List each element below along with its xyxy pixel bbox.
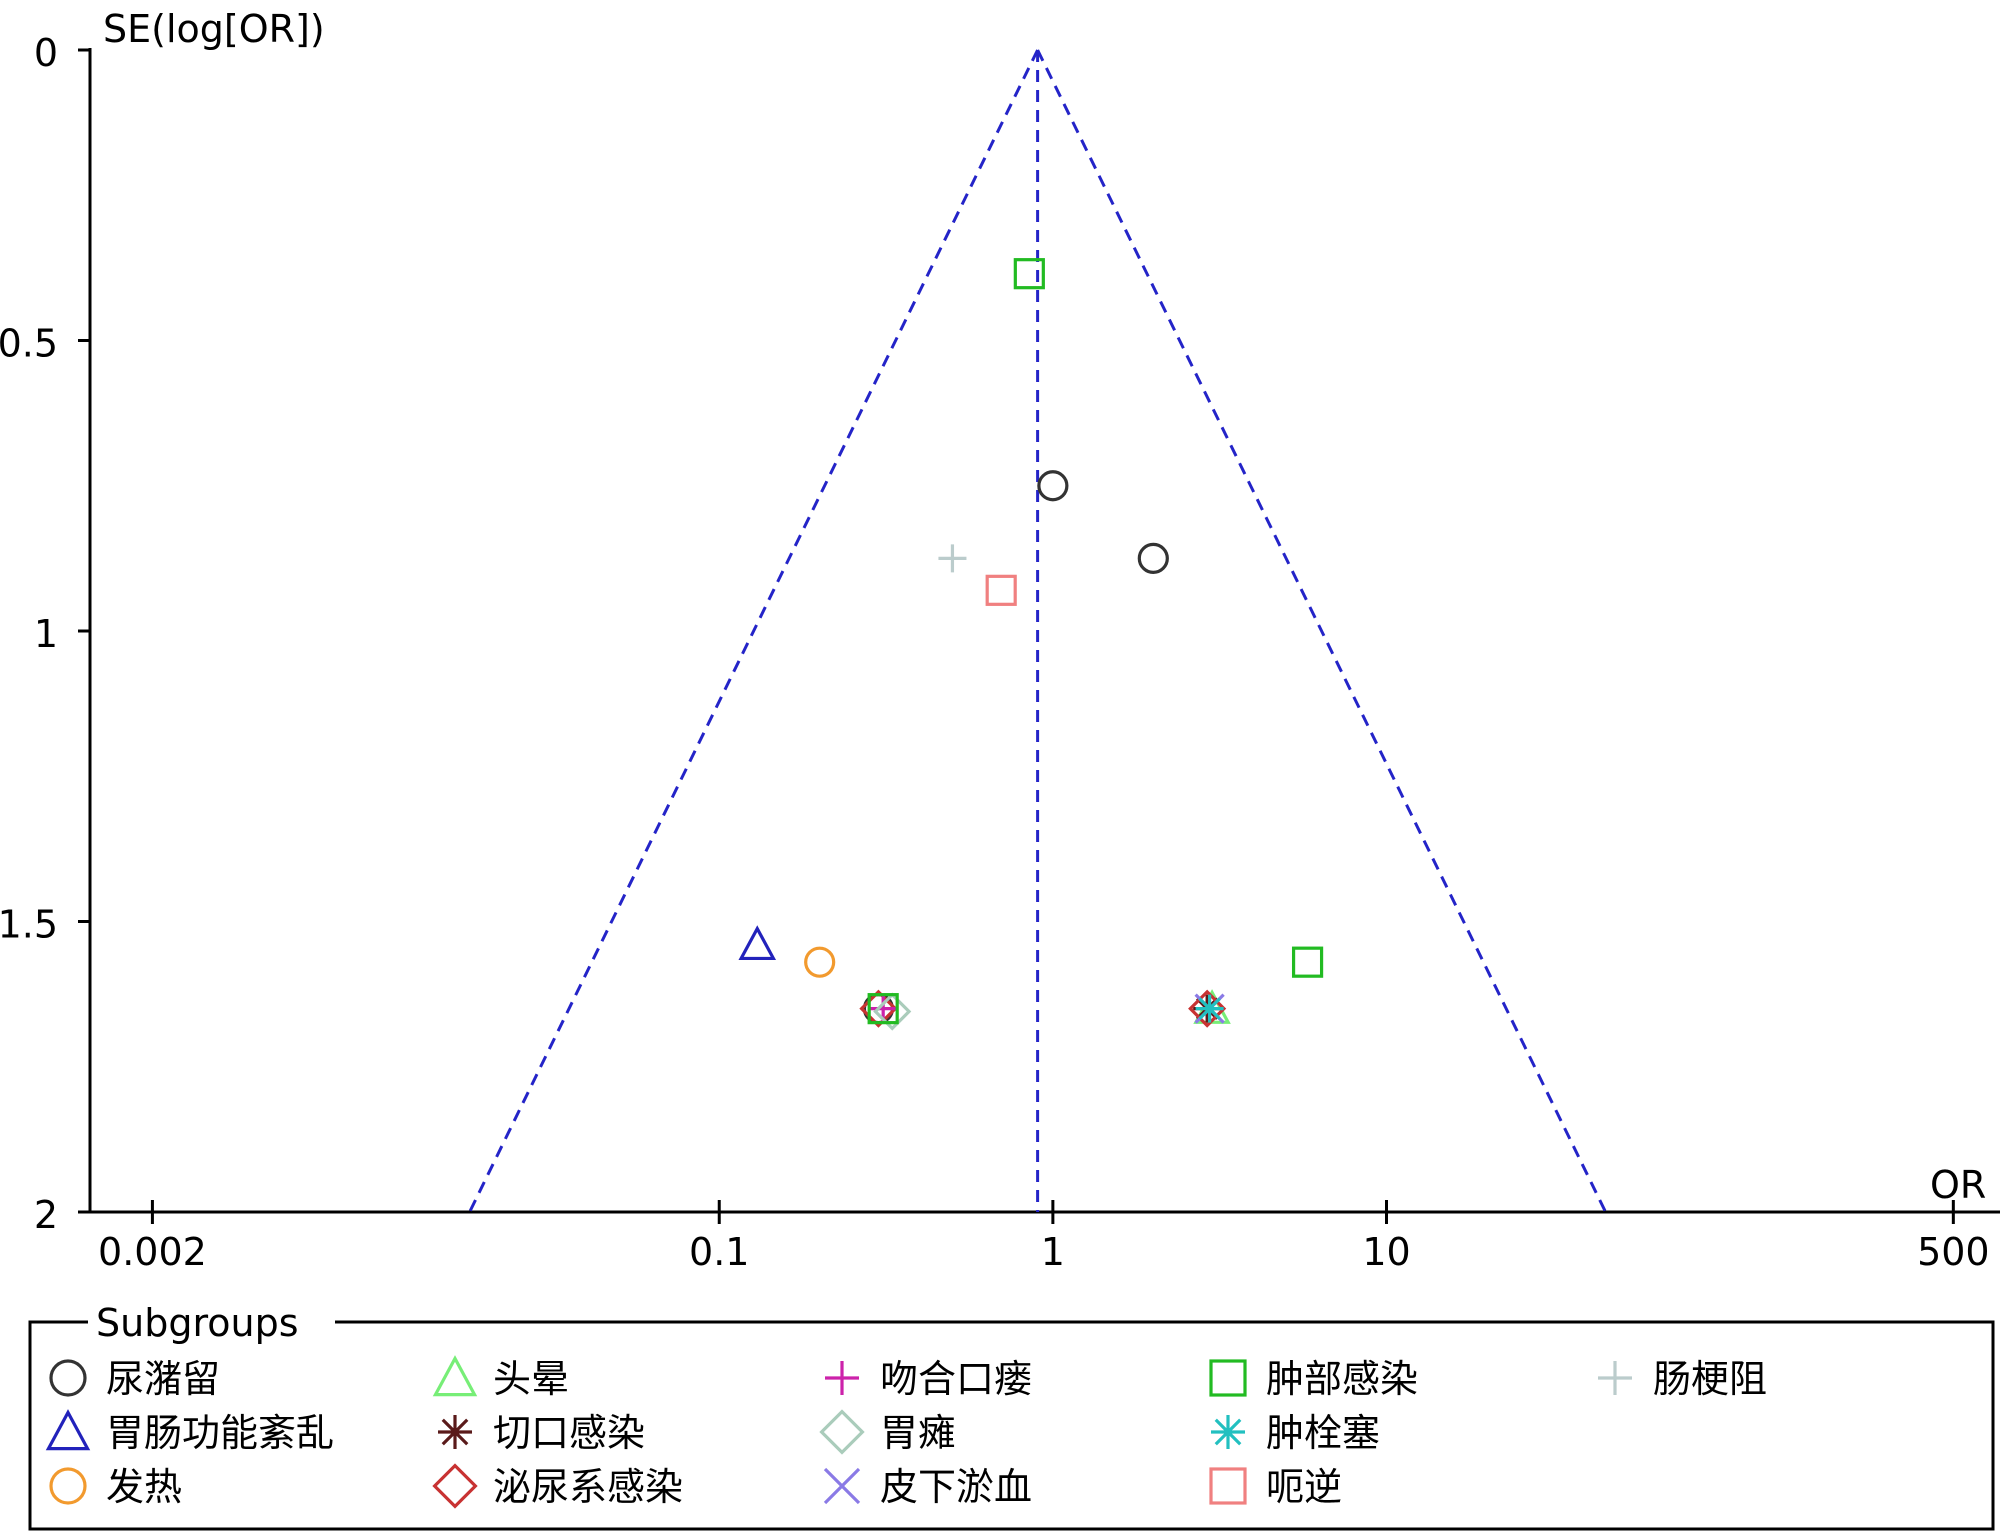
point-square xyxy=(1013,258,1045,290)
legend-marker-asterisk xyxy=(438,1415,472,1449)
legend-label: 切口感染 xyxy=(493,1411,645,1455)
legend-label: 吻合口瘘 xyxy=(880,1357,1032,1401)
x-tick-label: 10 xyxy=(1362,1230,1410,1274)
legend-marker-triangle xyxy=(45,1409,91,1451)
y-tick-label: 0.5 xyxy=(0,322,58,366)
funnel-right-line xyxy=(1036,49,1607,1213)
legend-marker-square xyxy=(1209,1467,1247,1505)
y-axis-title: SE(log[OR]) xyxy=(103,7,325,51)
point-diamond xyxy=(859,989,898,1028)
legend-marker-plus xyxy=(825,1361,859,1395)
point-circle xyxy=(804,946,836,978)
legend-marker-plus xyxy=(1598,1361,1632,1395)
point-plus xyxy=(938,544,967,573)
legend-box xyxy=(28,1320,1995,1531)
legend-label: 肿部感染 xyxy=(1266,1357,1418,1401)
point-circle xyxy=(1037,470,1069,502)
funnel-lines xyxy=(468,49,1607,1213)
legend-label: 头晕 xyxy=(493,1357,569,1401)
axes: 0 0.5 1 1.5 2 0.002 0.1 1 10 500 xyxy=(0,31,2000,1274)
legend-marker-x xyxy=(823,1467,861,1505)
legend-marker-triangle xyxy=(432,1355,478,1397)
legend-label: 呃逆 xyxy=(1266,1465,1342,1509)
legend-label: 胃瘫 xyxy=(880,1411,956,1455)
legend-marker-square xyxy=(1209,1359,1247,1397)
legend-label: 胃肠功能紊乱 xyxy=(106,1411,334,1455)
point-triangle xyxy=(738,925,777,961)
legend-label: 尿潴留 xyxy=(106,1357,220,1401)
point-square xyxy=(985,574,1017,606)
point-asterisk xyxy=(1195,994,1224,1023)
x-tick-label: 500 xyxy=(1917,1230,1990,1274)
y-tick-label: 0 xyxy=(34,31,58,75)
legend-marker-diamond xyxy=(432,1463,478,1509)
legend-label: 皮下淤血 xyxy=(880,1465,1032,1509)
point-circle xyxy=(1137,542,1169,574)
funnel-left-line xyxy=(468,49,1039,1213)
legend-label: 泌尿系感染 xyxy=(493,1465,683,1509)
point-square xyxy=(867,993,899,1025)
legend-title: Subgroups xyxy=(96,1301,299,1345)
legend-label: 发热 xyxy=(106,1465,182,1509)
x-tick-label: 0.002 xyxy=(98,1230,207,1274)
x-tick-label: 0.1 xyxy=(689,1230,749,1274)
data-points xyxy=(738,258,1324,1031)
point-diamond xyxy=(1188,989,1227,1028)
legend-label: 肿栓塞 xyxy=(1266,1411,1380,1455)
x-tick-label: 1 xyxy=(1041,1230,1065,1274)
x-axis-title: OR xyxy=(1930,1163,1986,1207)
legend-marker-circle xyxy=(49,1467,87,1505)
y-tick-label: 1.5 xyxy=(0,903,58,947)
legend-marker-asterisk xyxy=(1211,1415,1245,1449)
legend-marker-diamond xyxy=(819,1409,865,1455)
legend-label: 肠梗阻 xyxy=(1653,1357,1767,1401)
legend-marker-circle xyxy=(49,1359,87,1397)
point-square xyxy=(1291,946,1324,978)
point-diamond xyxy=(873,992,912,1031)
legend-title-bg xyxy=(88,1298,335,1344)
y-tick-label: 1 xyxy=(34,612,58,656)
y-tick-label: 2 xyxy=(34,1193,58,1237)
